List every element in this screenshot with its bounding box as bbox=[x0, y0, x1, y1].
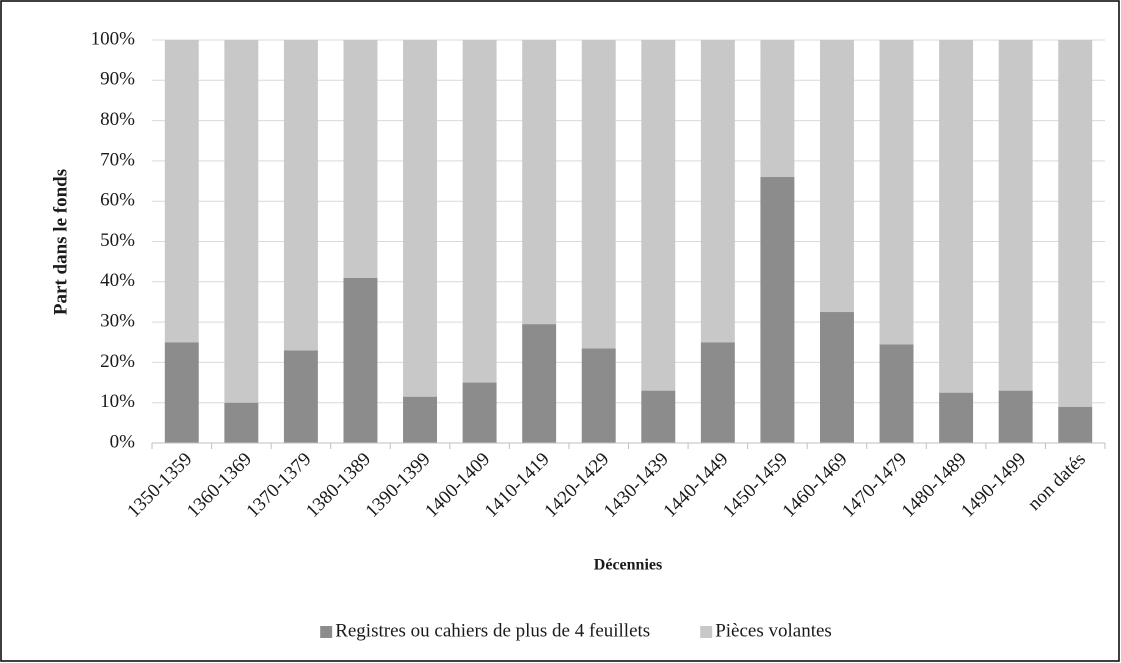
y-tick-label: 10% bbox=[100, 391, 135, 412]
legend-swatch bbox=[700, 626, 713, 638]
y-tick-label: 0% bbox=[110, 431, 136, 452]
y-tick-label: 40% bbox=[100, 270, 135, 291]
y-tick-label: 30% bbox=[100, 310, 135, 331]
bar-segment bbox=[164, 342, 199, 443]
bar-segment bbox=[164, 40, 199, 343]
legend-swatch bbox=[320, 626, 333, 638]
bar-segment bbox=[998, 40, 1033, 391]
bar-segment bbox=[462, 40, 497, 383]
y-tick-label: 90% bbox=[100, 69, 135, 90]
y-tick-label: 80% bbox=[100, 109, 135, 130]
bar-segment bbox=[343, 40, 378, 278]
y-axis-title: Part dans le fonds bbox=[50, 169, 71, 315]
bar-segment bbox=[641, 390, 676, 443]
y-tick-label: 100% bbox=[91, 28, 136, 49]
bar-segment bbox=[224, 402, 259, 443]
bar-segment bbox=[879, 344, 914, 443]
y-tick-label: 60% bbox=[100, 190, 135, 211]
bar-segment bbox=[939, 40, 974, 393]
bar-segment bbox=[1058, 40, 1093, 407]
bar-segment bbox=[700, 342, 735, 443]
bar-segment bbox=[760, 40, 795, 178]
bar-segment bbox=[403, 40, 438, 397]
bar-segment bbox=[879, 40, 914, 345]
y-tick-label: 50% bbox=[100, 230, 135, 251]
bar-segment bbox=[819, 312, 854, 443]
bar-segment bbox=[522, 40, 557, 325]
bar-segment bbox=[522, 324, 557, 443]
bar-segment bbox=[462, 382, 497, 443]
bar-segment bbox=[403, 396, 438, 443]
bar-segment bbox=[939, 392, 974, 443]
bar-segment bbox=[1058, 406, 1093, 443]
legend-label: Registres ou cahiers de plus de 4 feuill… bbox=[335, 620, 650, 641]
x-axis-title: Décennies bbox=[594, 557, 662, 574]
bar-segment bbox=[641, 40, 676, 391]
bar-segment bbox=[998, 390, 1033, 443]
bar-segment bbox=[819, 40, 854, 313]
bar-segment bbox=[283, 40, 318, 351]
bar-segment bbox=[581, 348, 616, 443]
bar-segment bbox=[343, 277, 378, 443]
legend-label: Pièces volantes bbox=[715, 620, 832, 641]
bar-segment bbox=[581, 40, 616, 349]
y-tick-label: 20% bbox=[100, 351, 135, 372]
bar-segment bbox=[283, 350, 318, 443]
bar-segment bbox=[700, 40, 735, 343]
bar-segment bbox=[760, 177, 795, 443]
bar-segment bbox=[224, 40, 259, 403]
y-tick-label: 70% bbox=[100, 149, 135, 170]
